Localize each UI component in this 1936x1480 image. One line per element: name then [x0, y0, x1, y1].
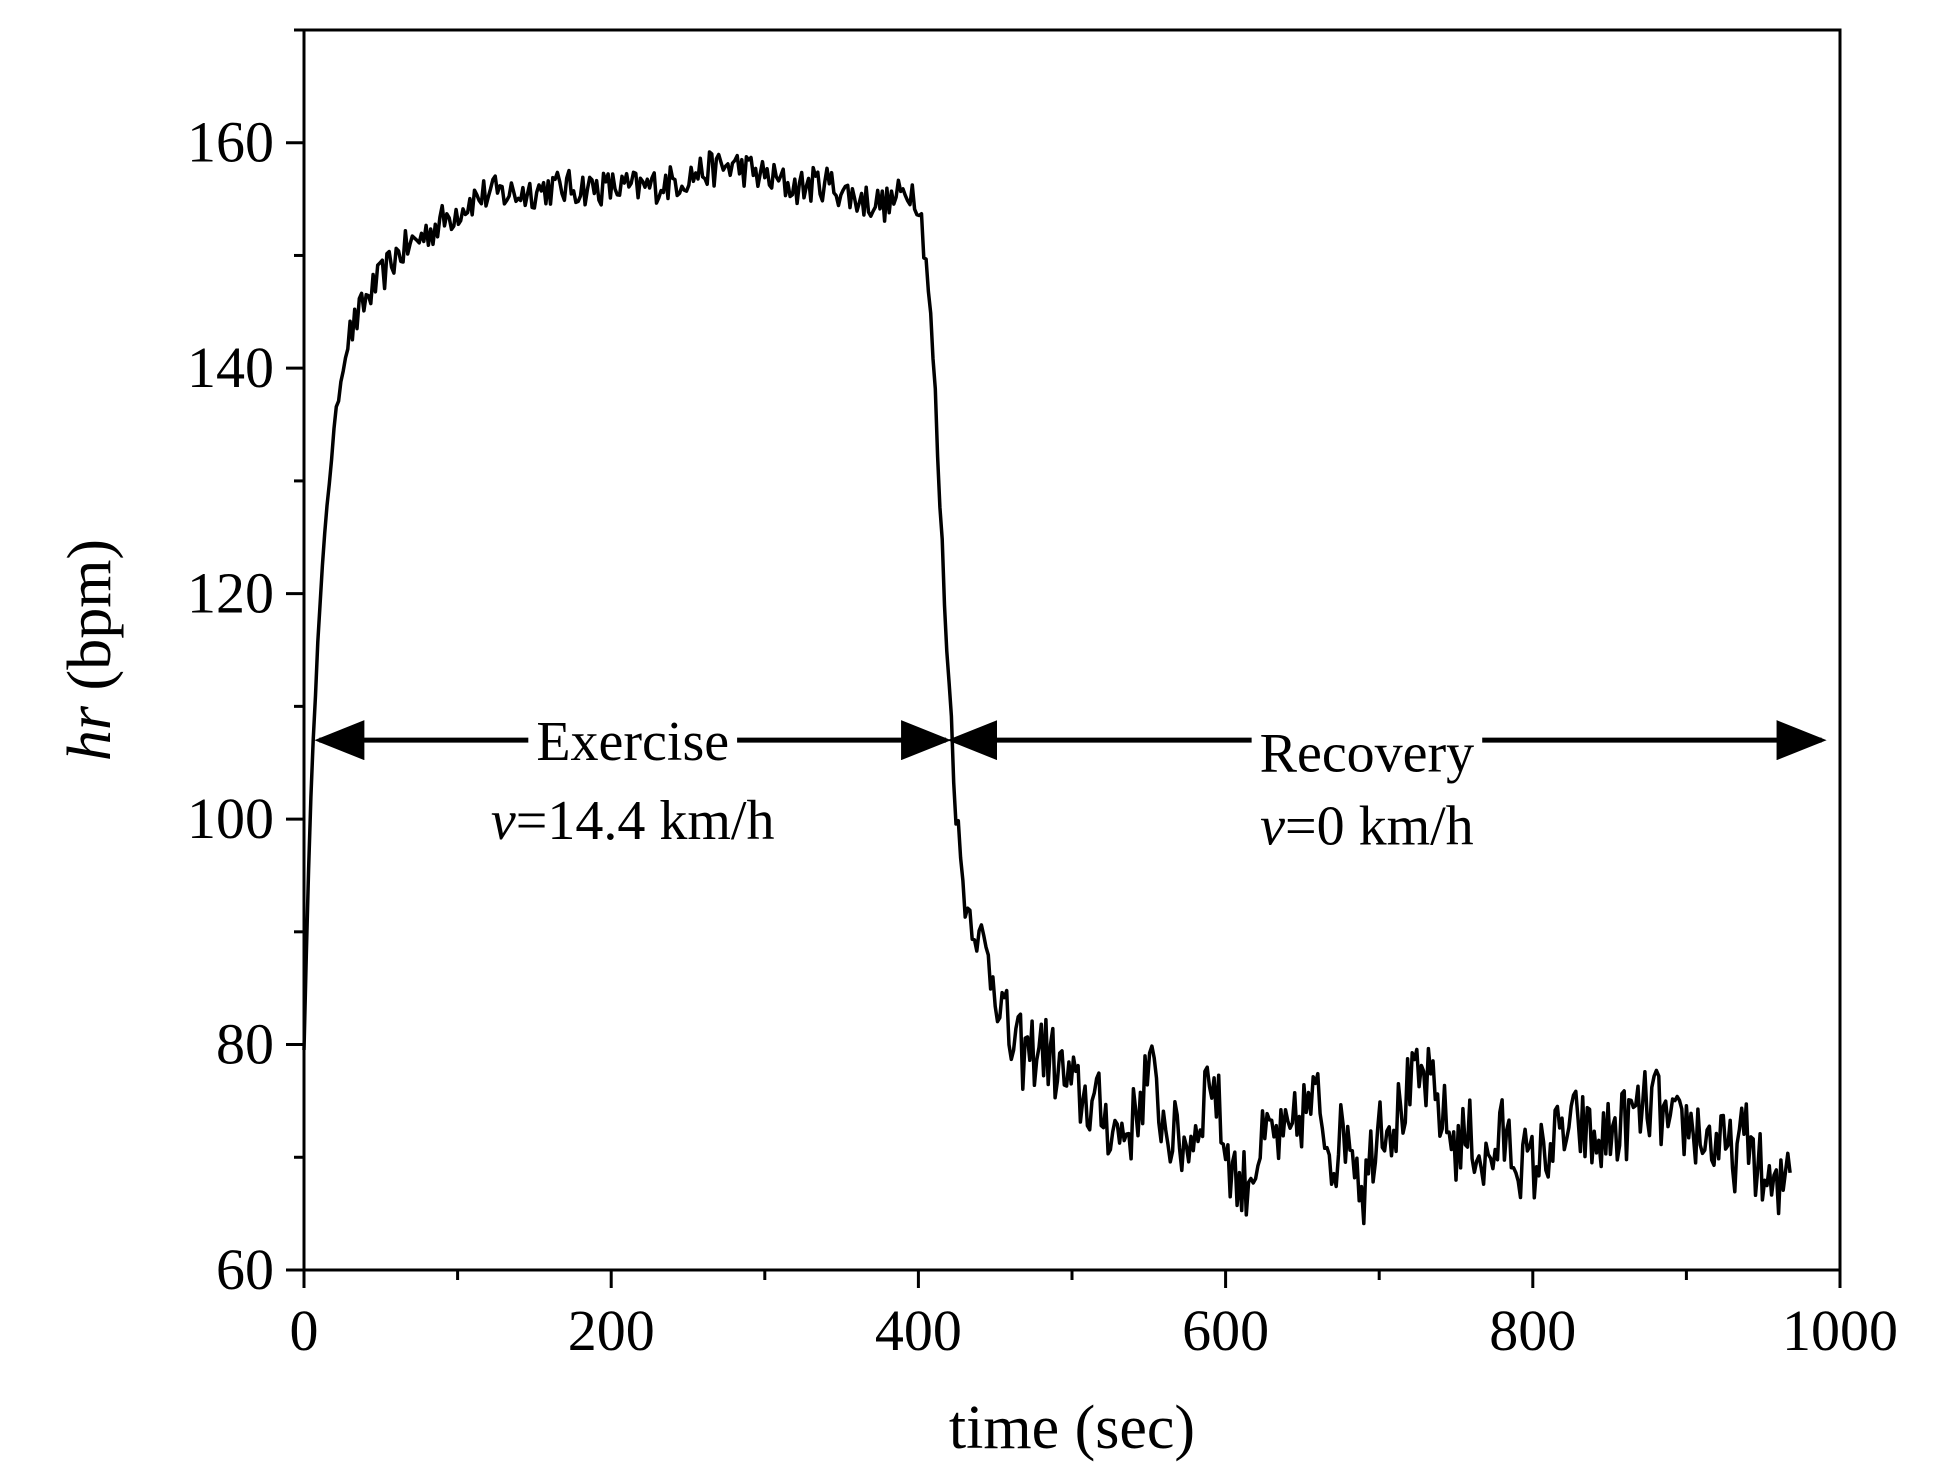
x-axis-ticks: 0 200 400 600 800 1000 — [290, 1270, 1898, 1363]
recovery-label-background — [1251, 722, 1483, 785]
y-axis-ticks: 60 80 100 120 140 160 — [187, 28, 304, 1302]
x-tick-label: 800 — [1489, 1298, 1576, 1363]
exercise-speed-value: =14.4 km/h — [516, 790, 775, 852]
recovery-speed-label: v=0 km/h — [1260, 796, 1474, 858]
exercise-label-background — [528, 711, 738, 774]
y-tick-label: 120 — [187, 561, 274, 626]
x-tick-label: 1000 — [1782, 1298, 1898, 1363]
y-tick-label: 80 — [216, 1012, 274, 1077]
recovery-speed-symbol: v — [1260, 796, 1285, 858]
exercise-speed-label: v=14.4 km/h — [491, 790, 775, 852]
y-axis-title: hr (bpm) — [56, 539, 124, 761]
x-tick-label: 600 — [1182, 1298, 1269, 1363]
recovery-speed-value: =0 km/h — [1285, 796, 1474, 858]
y-tick-label: 100 — [187, 786, 274, 851]
x-axis-title: time (sec) — [949, 1394, 1195, 1462]
y-tick-label: 160 — [187, 110, 274, 175]
y-axis-title-symbol: hr — [56, 705, 124, 761]
x-tick-label: 200 — [568, 1298, 655, 1363]
exercise-speed-symbol: v — [491, 790, 516, 852]
y-tick-label: 140 — [187, 335, 274, 400]
recovery-label: Recovery — [1260, 722, 1475, 784]
x-tick-label: 0 — [290, 1298, 319, 1363]
phase-annotations: Exercise v=14.4 km/h Recovery v=0 km/h — [314, 711, 1827, 858]
heart-rate-series-line — [302, 150, 1792, 1226]
y-axis-title-unit: (bpm) — [56, 539, 124, 706]
exercise-label: Exercise — [536, 711, 729, 773]
x-tick-label: 400 — [875, 1298, 962, 1363]
y-tick-label: 60 — [216, 1237, 274, 1302]
